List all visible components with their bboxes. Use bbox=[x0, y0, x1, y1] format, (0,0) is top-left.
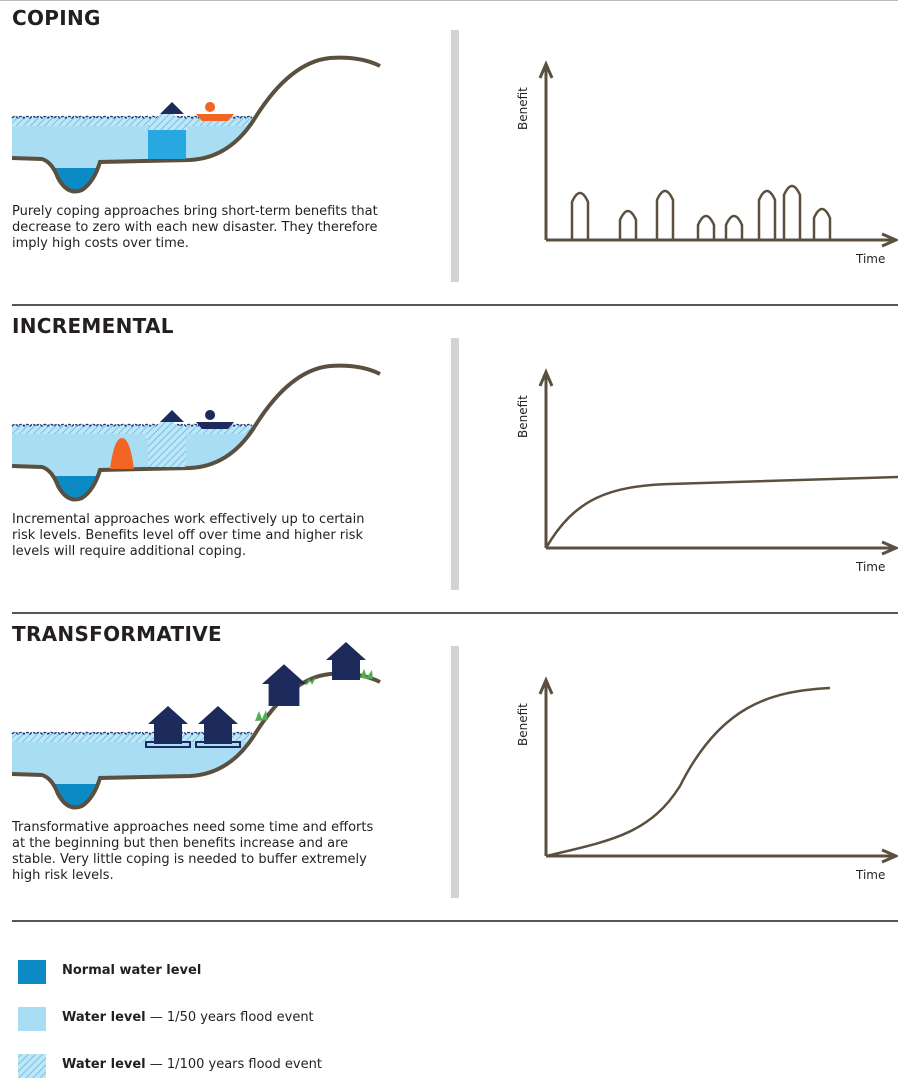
legend-entry: Normal water level bbox=[62, 963, 201, 978]
y-axis-label: Benefit bbox=[516, 87, 530, 130]
legend-entry: Water level — 1/100 years flood event bbox=[62, 1057, 322, 1072]
legend-label: Water level bbox=[62, 1057, 146, 1072]
benefit-curve bbox=[546, 477, 898, 548]
divider bbox=[451, 646, 459, 898]
section-description: Transformative approaches need some time… bbox=[12, 820, 384, 884]
x-axis-label: Time bbox=[856, 868, 885, 882]
floating-house bbox=[198, 706, 238, 744]
section-title: TRANSFORMATIVE bbox=[12, 622, 222, 646]
roof-top bbox=[160, 102, 184, 114]
legend-detail: — 1/50 years flood event bbox=[150, 1010, 314, 1025]
x-axis bbox=[546, 542, 896, 554]
x-axis-label: Time bbox=[856, 252, 885, 266]
y-axis bbox=[540, 64, 552, 240]
y-axis bbox=[540, 372, 552, 548]
boat bbox=[196, 410, 234, 429]
hill-house bbox=[262, 664, 306, 706]
section-description: Purely coping approaches bring short-ter… bbox=[12, 204, 384, 252]
legend-swatch bbox=[18, 960, 46, 984]
divider bbox=[451, 338, 459, 590]
legend-label: Water level bbox=[62, 1010, 146, 1025]
legend-entry: Water level — 1/50 years flood event bbox=[62, 1010, 314, 1025]
legend-detail: — 1/100 years flood event bbox=[150, 1057, 322, 1072]
flooded-house bbox=[148, 125, 186, 159]
x-axis bbox=[546, 234, 896, 246]
legend-swatch bbox=[18, 1054, 46, 1078]
hill-house bbox=[326, 642, 366, 680]
legend-label: Normal water level bbox=[62, 963, 201, 978]
flooded-house bbox=[148, 433, 186, 467]
benefit-curve bbox=[546, 688, 830, 856]
roof-top bbox=[160, 410, 184, 422]
section-description: Incremental approaches work effectively … bbox=[12, 512, 384, 560]
floating-house bbox=[148, 706, 188, 744]
x-axis bbox=[546, 850, 896, 862]
y-axis-label: Benefit bbox=[516, 395, 530, 438]
y-axis bbox=[540, 680, 552, 856]
page: COPING Purely coping approaches bring sho… bbox=[0, 0, 898, 1081]
x-axis-label: Time bbox=[856, 560, 885, 574]
boat bbox=[196, 102, 234, 121]
section-title: INCREMENTAL bbox=[12, 314, 174, 338]
divider bbox=[451, 30, 459, 282]
benefit-curve bbox=[572, 186, 830, 240]
section-title: COPING bbox=[12, 6, 101, 30]
y-axis-label: Benefit bbox=[516, 703, 530, 746]
legend-swatch bbox=[18, 1007, 46, 1031]
